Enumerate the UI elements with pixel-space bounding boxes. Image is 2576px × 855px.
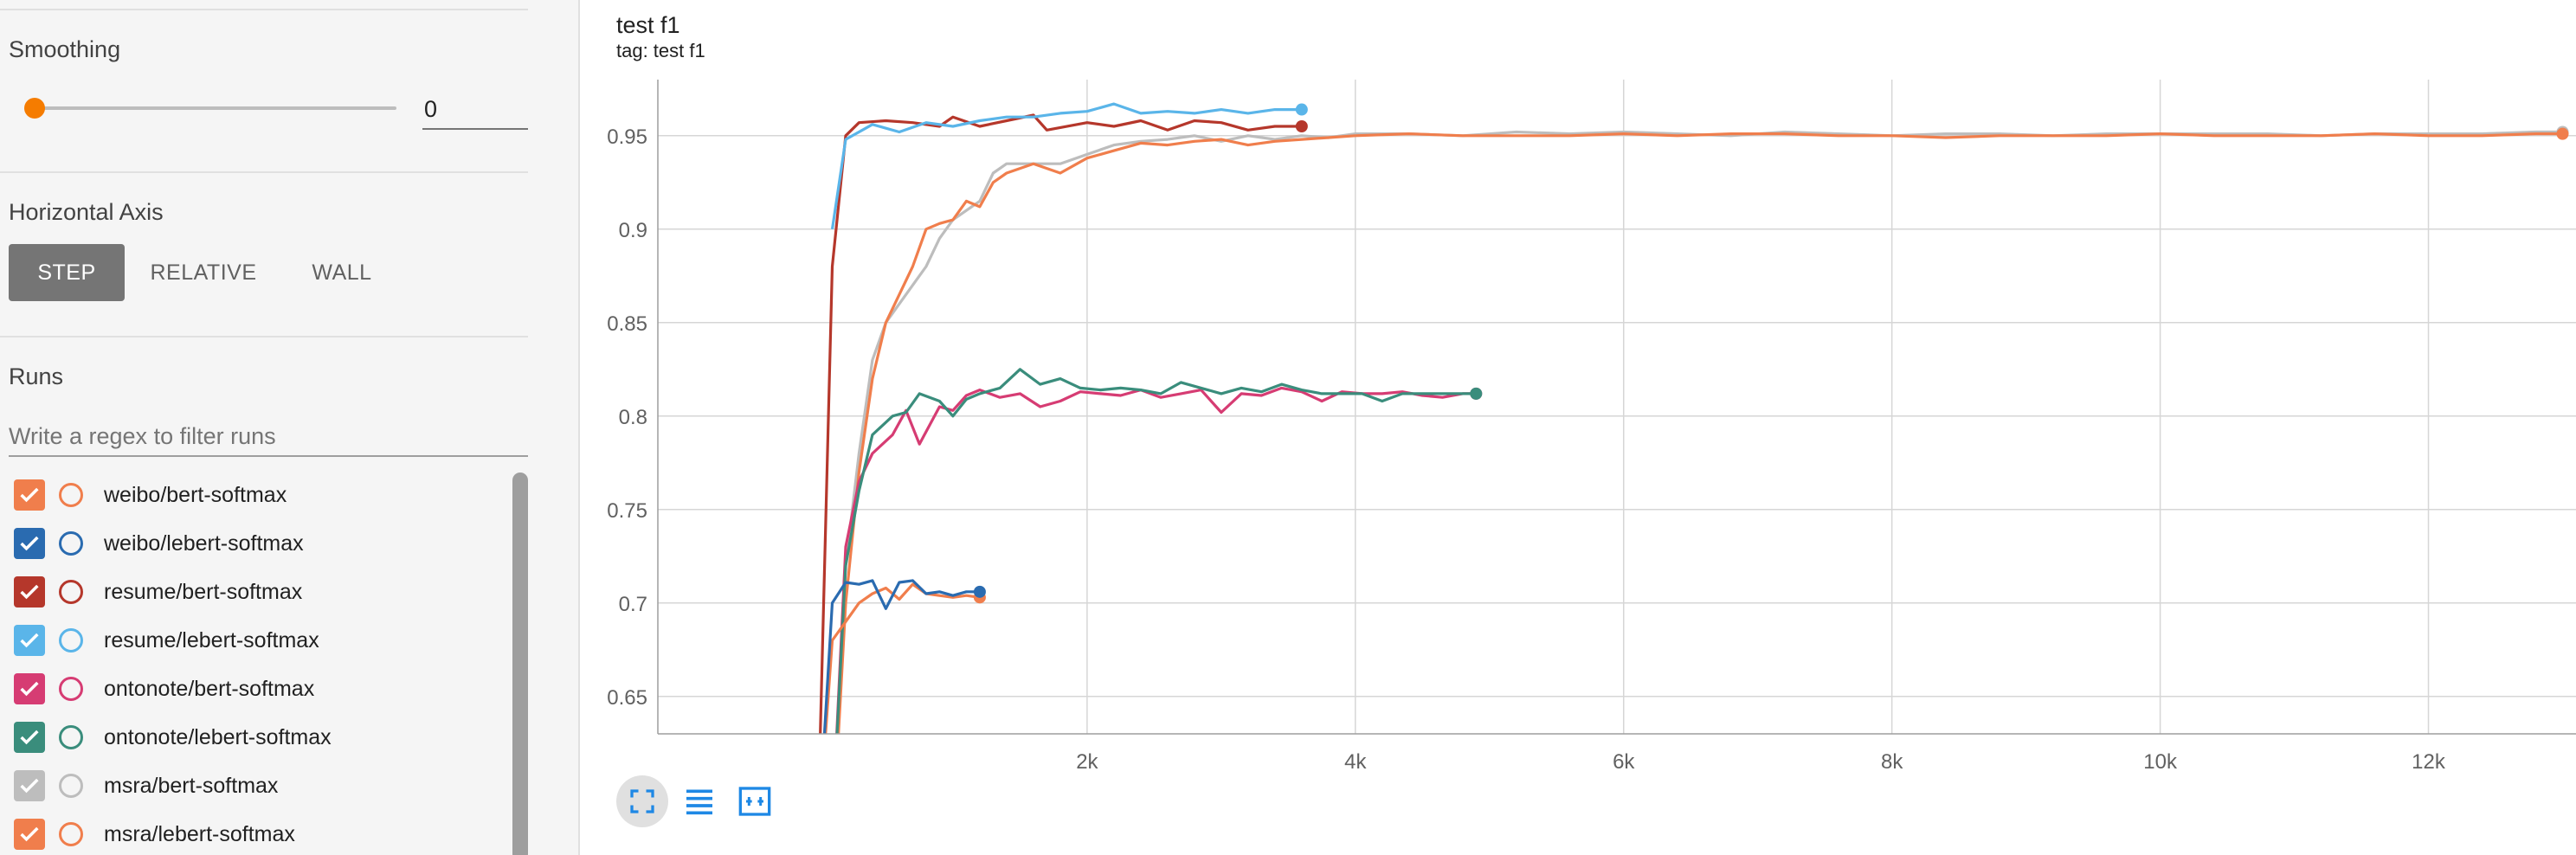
- check-icon: [20, 681, 39, 697]
- divider: [0, 336, 528, 338]
- x-tick-label: 4k: [1344, 750, 1367, 774]
- chart-series: [819, 102, 2569, 734]
- run-color-circle-icon[interactable]: [59, 677, 83, 701]
- run-color-circle-icon[interactable]: [59, 628, 83, 652]
- y-tick-label: 0.9: [619, 219, 647, 242]
- series-line: [822, 579, 980, 734]
- run-checkbox[interactable]: [14, 770, 45, 801]
- run-color-circle-icon[interactable]: [59, 483, 83, 507]
- divider: [0, 9, 528, 10]
- divider: [0, 171, 528, 173]
- run-color-circle-icon[interactable]: [59, 580, 83, 604]
- series-line: [824, 582, 981, 734]
- smoothing-slider-thumb[interactable]: [24, 98, 45, 119]
- series-end-point: [1295, 120, 1308, 132]
- check-icon: [20, 826, 39, 842]
- run-checkbox[interactable]: [14, 722, 45, 753]
- x-tick-label: 12k: [2412, 750, 2446, 774]
- series-end-point: [1470, 387, 1483, 400]
- smoothing-slider-track[interactable]: [35, 106, 396, 110]
- run-label: msra/lebert-softmax: [104, 821, 295, 846]
- toggle-list-button[interactable]: [673, 775, 725, 827]
- y-tick-label: 0.75: [607, 499, 647, 523]
- run-list-scrollbar[interactable]: [512, 472, 528, 855]
- run-item[interactable]: resume/bert-softmax: [14, 571, 302, 613]
- run-item[interactable]: weibo/lebert-softmax: [14, 523, 304, 564]
- fullscreen-icon: [630, 789, 654, 813]
- series-end-point: [973, 585, 986, 598]
- list-icon: [686, 789, 712, 815]
- run-item[interactable]: ontonote/lebert-softmax: [14, 717, 332, 758]
- run-label: weibo/lebert-softmax: [104, 530, 304, 556]
- axis-relative-button[interactable]: RELATIVE: [150, 260, 257, 285]
- series-line: [819, 113, 1302, 734]
- x-tick-label: 2k: [1076, 750, 1098, 774]
- run-checkbox[interactable]: [14, 625, 45, 656]
- run-label: resume/bert-softmax: [104, 579, 303, 604]
- run-checkbox[interactable]: [14, 819, 45, 850]
- run-checkbox[interactable]: [14, 576, 45, 608]
- check-icon: [20, 536, 39, 551]
- series-line: [837, 132, 2563, 734]
- fit-domain-icon: [738, 787, 771, 816]
- runs-label: Runs: [9, 363, 64, 389]
- y-tick-label: 0.95: [607, 125, 647, 149]
- series-line: [835, 386, 1477, 734]
- run-checkbox[interactable]: [14, 479, 45, 511]
- y-tick-label: 0.8: [619, 406, 647, 429]
- check-icon: [20, 778, 39, 794]
- y-tick-label: 0.85: [607, 312, 647, 336]
- check-icon: [20, 584, 39, 600]
- x-tick-label: 8k: [1881, 750, 1903, 774]
- run-label: weibo/bert-softmax: [104, 482, 287, 507]
- chart-tag: tag: test f1: [616, 40, 705, 61]
- run-filter-input[interactable]: [9, 417, 528, 457]
- run-label: resume/lebert-softmax: [104, 627, 319, 652]
- series-end-point: [2556, 127, 2569, 140]
- chart-title: test f1: [616, 12, 680, 38]
- run-item[interactable]: resume/lebert-softmax: [14, 620, 319, 661]
- run-color-circle-icon[interactable]: [59, 822, 83, 846]
- y-tick-label: 0.65: [607, 686, 647, 710]
- run-color-circle-icon[interactable]: [59, 774, 83, 798]
- smoothing-input[interactable]: [422, 90, 528, 130]
- series-line: [835, 130, 2563, 734]
- axis-step-button[interactable]: STEP: [9, 244, 125, 301]
- series-line: [830, 102, 1302, 230]
- run-color-circle-icon[interactable]: [59, 725, 83, 749]
- run-label: ontonote/bert-softmax: [104, 676, 315, 701]
- series-end-point: [1295, 103, 1308, 116]
- horizontal-axis-label: Horizontal Axis: [9, 199, 164, 225]
- run-label: ontonote/lebert-softmax: [104, 724, 332, 749]
- chart-axes: 0.65 0.7 0.75 0.8 0.85 0.9 0.95 2k 4k 6k 8k 10k 12k: [607, 80, 2576, 774]
- run-checkbox[interactable]: [14, 528, 45, 559]
- run-color-circle-icon[interactable]: [59, 531, 83, 556]
- run-label: msra/bert-softmax: [104, 773, 279, 798]
- smoothing-label: Smoothing: [9, 36, 121, 62]
- run-item[interactable]: msra/bert-softmax: [14, 765, 278, 807]
- sidebar: Smoothing Horizontal Axis STEP RELATIVE …: [0, 0, 580, 855]
- run-item[interactable]: weibo/bert-softmax: [14, 474, 287, 516]
- series-line: [835, 368, 1477, 734]
- x-tick-label: 10k: [2143, 750, 2178, 774]
- run-checkbox[interactable]: [14, 673, 45, 704]
- axis-wall-button[interactable]: WALL: [312, 260, 372, 285]
- fullscreen-button[interactable]: [616, 775, 668, 827]
- x-tick-label: 6k: [1613, 750, 1635, 774]
- check-icon: [20, 730, 39, 745]
- check-icon: [20, 633, 39, 648]
- check-icon: [20, 487, 39, 503]
- run-item[interactable]: msra/lebert-softmax: [14, 813, 295, 855]
- fit-domain-button[interactable]: [729, 775, 781, 827]
- y-tick-label: 0.7: [619, 593, 647, 616]
- run-item[interactable]: ontonote/bert-softmax: [14, 668, 314, 710]
